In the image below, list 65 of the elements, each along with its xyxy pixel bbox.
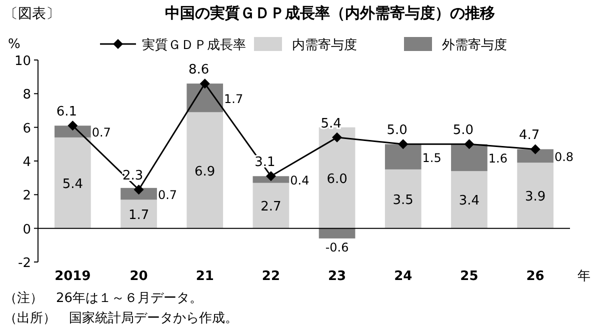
data-label: 1.7 <box>224 92 244 106</box>
bar <box>54 137 91 228</box>
data-label: 4.7 <box>518 128 540 144</box>
x-tick-label: 24 <box>394 269 412 284</box>
data-label: 0.7 <box>92 126 111 140</box>
legend-label: 内需寄与度 <box>292 37 357 53</box>
data-label: 6.0 <box>326 172 348 187</box>
point <box>464 139 474 150</box>
data-label: 6.9 <box>194 164 216 180</box>
y-tick-label: 2 <box>22 188 31 204</box>
data-label: 1.6 <box>488 152 508 166</box>
bar <box>517 162 554 228</box>
point <box>200 78 210 89</box>
bar <box>186 112 224 228</box>
point <box>68 120 78 131</box>
y-tick-label: -2 <box>18 256 31 271</box>
data-label: 5.4 <box>62 176 84 192</box>
data-label: 3.4 <box>458 194 480 209</box>
bar <box>384 144 422 170</box>
data-label: 5.0 <box>386 123 408 138</box>
data-label: 0.7 <box>158 188 178 202</box>
data-label: 3.5 <box>392 192 414 208</box>
data-label: 1.7 <box>128 208 150 224</box>
bar <box>451 171 488 228</box>
bar <box>120 200 157 228</box>
data-label: 6.1 <box>56 104 78 120</box>
y-tick-label: 0 <box>22 222 31 238</box>
x-axis-title: 年 <box>578 269 590 284</box>
x-tick-label: 21 <box>196 269 214 284</box>
y-tick-label: 8 <box>22 88 31 103</box>
y-tick-label: 10 <box>14 54 31 69</box>
bar <box>384 169 422 228</box>
x-tick-label: 20 <box>130 269 148 284</box>
data-label: 0.4 <box>290 174 310 188</box>
x-tick-label: 26 <box>526 269 544 284</box>
y-tick-label: 6 <box>22 121 31 136</box>
data-label: 3.9 <box>524 190 546 205</box>
data-label: 2.7 <box>260 200 282 215</box>
x-tick-label: 25 <box>460 269 478 284</box>
x-tick-label: 23 <box>328 269 346 284</box>
bar <box>252 182 290 228</box>
y-axis-title: % <box>8 37 20 52</box>
data-label: 8.6 <box>188 62 210 78</box>
data-label: 1.5 <box>422 150 442 165</box>
bar <box>451 144 488 172</box>
chart-title: 中国の実質ＧＤＰ成長率（内外需寄与度）の推移 <box>165 4 495 22</box>
legend-label: 外需寄与度 <box>442 37 507 53</box>
point <box>266 171 276 182</box>
text: （注） 26年は１～６月データ。 <box>4 291 203 306</box>
data-label: -0.6 <box>325 240 349 254</box>
bar <box>318 228 356 238</box>
bar <box>318 127 356 228</box>
text: （出所） 国家統計局データから作成。 <box>4 310 238 326</box>
bar <box>517 149 554 163</box>
data-label: 0.8 <box>554 150 574 164</box>
text: 〔図表〕 <box>4 6 60 22</box>
point <box>332 132 342 142</box>
y-tick-label: 4 <box>22 155 31 170</box>
data-label: 5.4 <box>320 116 342 132</box>
x-tick-label: 2019 <box>54 269 91 284</box>
x-tick-label: 22 <box>262 269 280 284</box>
data-label: 5.0 <box>452 123 474 138</box>
point <box>398 139 408 150</box>
point <box>530 144 540 154</box>
legend-label: 実質ＧＤＰ成長率 <box>142 37 246 53</box>
